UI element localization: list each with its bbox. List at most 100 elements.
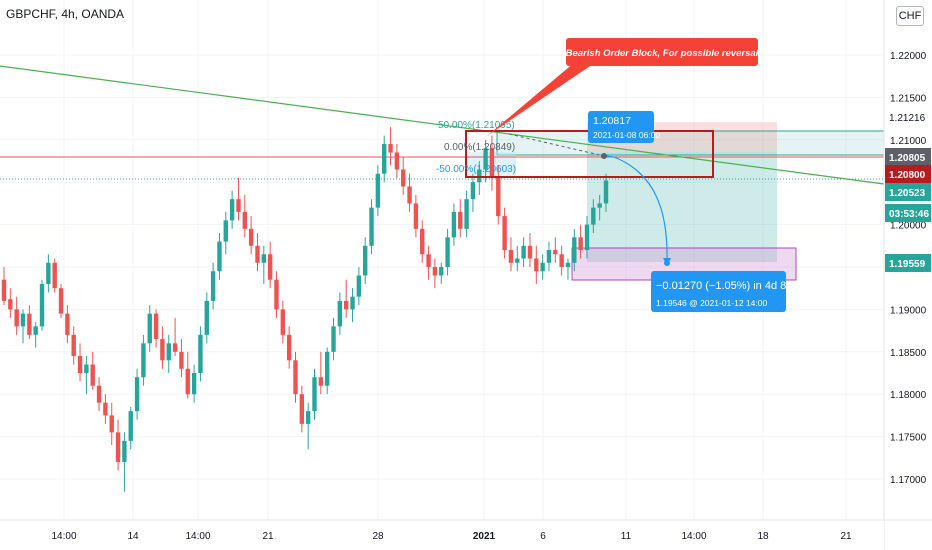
tooltip-top-price: 1.20817 [593, 115, 631, 127]
projection [508, 133, 671, 266]
x-tick-label: 18 [757, 531, 769, 542]
candle [407, 173, 412, 212]
candle [591, 199, 596, 234]
fib-bot-label: -50.00%(1.20603) [436, 164, 516, 175]
horizontal-lines [0, 156, 884, 180]
candle [439, 262, 444, 284]
candle [534, 245, 539, 284]
projection-dash [508, 133, 605, 157]
trendline[interactable] [0, 65, 885, 185]
candle [109, 402, 114, 446]
candle [185, 351, 190, 399]
price-label: 1.20800 [885, 165, 931, 183]
candle [1, 267, 7, 306]
candle [382, 135, 387, 183]
candle [578, 224, 583, 259]
candle [572, 228, 577, 272]
price-scale[interactable]: 1.220001.215001.210001.205001.200001.195… [883, 0, 932, 550]
projection-path [603, 155, 668, 263]
candle [204, 292, 209, 344]
candle [603, 173, 609, 212]
candle [52, 258, 57, 293]
candle [46, 254, 51, 293]
candle [115, 419, 121, 471]
x-tick-label: 14:00 [681, 531, 706, 542]
candles [1, 127, 609, 492]
callout[interactable]: Bearish Order Block, For possible revers… [487, 38, 759, 136]
x-tick-label: 21 [840, 531, 852, 542]
profit-zone [587, 152, 777, 262]
candle [14, 296, 19, 335]
candle [337, 292, 343, 335]
candle [324, 347, 330, 395]
candle [388, 127, 393, 166]
candle [96, 377, 102, 412]
y-tick-label: 1.21000 [890, 136, 927, 147]
candle [134, 368, 140, 420]
currency-button[interactable]: CHF [896, 6, 924, 26]
candle [122, 432, 127, 492]
candle [147, 305, 152, 352]
candle [261, 245, 267, 284]
symbol-title: GBPCHF, 4h, OANDA [6, 7, 125, 21]
candle [166, 334, 171, 373]
candle [103, 394, 108, 424]
callout-box [566, 38, 758, 66]
supply-zone-extension [496, 130, 885, 156]
candle [464, 190, 469, 238]
candle [172, 317, 178, 357]
fib-top-label: 50.00%(1.21095) [438, 120, 515, 131]
candle [350, 288, 355, 323]
candle [27, 305, 32, 340]
candle [432, 258, 438, 289]
candle [363, 237, 368, 284]
candle [559, 245, 564, 276]
candle [223, 211, 228, 255]
candle [483, 139, 488, 183]
candle [394, 144, 400, 178]
candle [293, 351, 298, 403]
y-tick-label: 1.17000 [890, 475, 927, 486]
candle [20, 309, 26, 344]
candle [58, 283, 64, 318]
candle [312, 368, 317, 420]
tooltip-bottom: −0.01270 (−1.05%) in 4d 8h 1.19546 @ 202… [651, 271, 792, 312]
price-label: 1.20805 [885, 148, 931, 166]
y-tick-label: 1.18500 [890, 348, 927, 359]
x-tick-label: 14:00 [185, 531, 210, 542]
tooltip-bottom-change: −0.01270 (−1.05%) in 4d 8h [656, 280, 792, 292]
fib-labels: 50.00%(1.21095) 0.00%(1.20849) -50.00%(1… [436, 120, 516, 175]
candle [242, 194, 247, 238]
candle [508, 237, 514, 272]
svg-text:1.20805: 1.20805 [889, 153, 926, 164]
price-label: 03:53:46 [885, 204, 931, 222]
candle [90, 351, 95, 390]
candle [515, 245, 520, 272]
tooltip-top: 1.20817 2021-01-08 06:00 [588, 111, 660, 143]
candle [267, 241, 273, 289]
candle [369, 199, 374, 255]
candle [128, 406, 133, 450]
x-tick-label: 2021 [473, 531, 496, 542]
end-point [664, 260, 670, 266]
x-tick-label: 28 [372, 531, 384, 542]
candle [331, 317, 336, 361]
candle [33, 322, 38, 348]
candle [141, 334, 146, 386]
candle [375, 165, 381, 217]
candle [356, 267, 362, 306]
y-tick-label: 1.18000 [890, 390, 927, 401]
svg-text:1.19559: 1.19559 [889, 259, 926, 270]
price-label: 1.20523 [885, 183, 931, 201]
time-scale[interactable]: 14:00 14 14:00 21 28 2021 6 11 14:00 18 21 [0, 519, 932, 550]
candle [597, 194, 602, 221]
svg-text:03:53:46: 03:53:46 [889, 209, 929, 220]
candle [527, 233, 533, 267]
y-tick-label: 1.19000 [890, 305, 927, 316]
candle [71, 326, 76, 365]
candle [305, 402, 311, 450]
start-point [601, 153, 607, 159]
price-label: 1.21216 [885, 108, 931, 126]
price-labels: 1.21216 1.20805 1.20800 1.20523 03:53:46 1.19… [885, 108, 931, 272]
